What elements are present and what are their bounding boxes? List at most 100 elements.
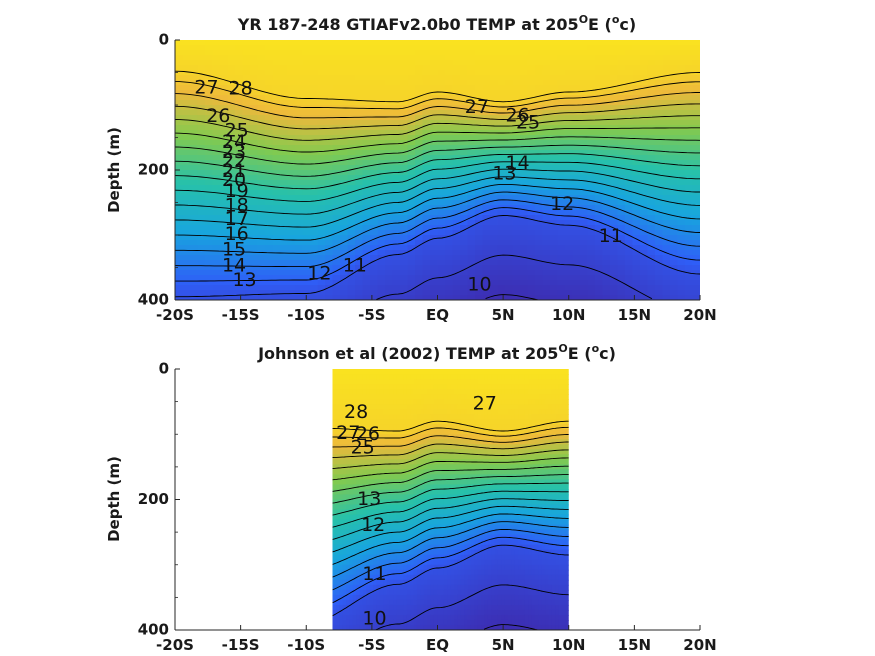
field-cell	[205, 205, 214, 211]
field-cell	[325, 110, 334, 116]
field-cell	[362, 454, 368, 461]
contour-label: 12	[307, 263, 331, 285]
field-cell	[352, 469, 357, 476]
field-cell	[317, 250, 326, 256]
field-cell	[670, 70, 679, 76]
field-cell	[362, 429, 368, 436]
field-cell	[317, 285, 326, 291]
field-cell	[302, 110, 311, 116]
field-cell	[335, 449, 341, 456]
field-cell	[175, 70, 184, 76]
field-cell	[557, 65, 566, 71]
field-cell	[542, 125, 551, 131]
field-cell	[227, 155, 236, 161]
field-cell	[557, 165, 566, 171]
field-cell	[376, 534, 381, 541]
field-cell	[512, 165, 521, 171]
y-axis-label-top: Depth (m)	[105, 127, 123, 213]
field-cell	[377, 135, 386, 141]
field-cell	[370, 85, 379, 91]
field-cell	[490, 280, 499, 286]
field-cell	[415, 200, 424, 206]
field-cell	[379, 424, 384, 431]
field-cell	[205, 40, 214, 46]
field-cell	[557, 285, 566, 291]
field-cell	[212, 130, 221, 136]
field-cell	[452, 215, 461, 221]
field-cell	[257, 265, 266, 271]
field-cell	[406, 384, 411, 390]
field-cell	[565, 105, 574, 111]
field-cell	[355, 135, 364, 141]
field-cell	[647, 250, 656, 256]
field-cell	[557, 40, 566, 46]
field-cell	[520, 100, 529, 106]
field-cell	[587, 250, 596, 256]
field-cell	[362, 295, 371, 300]
field-cell	[572, 180, 581, 186]
field-cell	[346, 469, 351, 476]
field-cell	[475, 170, 484, 176]
field-cell	[557, 205, 566, 211]
field-cell	[347, 75, 356, 81]
field-cell	[587, 240, 596, 246]
field-cell	[332, 235, 341, 241]
field-cell	[376, 559, 381, 566]
field-cell	[175, 80, 184, 86]
field-cell	[490, 245, 499, 251]
field-cell	[655, 50, 664, 56]
field-cell	[677, 180, 686, 186]
field-cell	[647, 240, 656, 246]
field-cell	[370, 105, 379, 111]
field-cell	[505, 75, 514, 81]
field-cell	[332, 469, 337, 476]
field-cell	[339, 499, 344, 506]
field-cell	[355, 145, 364, 151]
field-cell	[205, 200, 214, 206]
field-cell	[250, 295, 259, 300]
field-cell	[396, 469, 401, 476]
field-cell	[175, 235, 184, 241]
field-cell	[340, 75, 349, 81]
field-cell	[302, 200, 311, 206]
field-cell	[342, 614, 347, 621]
field-cell	[396, 414, 401, 420]
field-cell	[662, 115, 671, 121]
field-cell	[490, 260, 499, 266]
field-cell	[287, 180, 296, 186]
field-cell	[490, 125, 499, 131]
field-cell	[625, 95, 634, 101]
field-cell	[220, 245, 229, 251]
field-cell	[400, 125, 409, 131]
field-cell	[505, 235, 514, 241]
field-cell	[565, 290, 574, 296]
field-cell	[383, 544, 388, 551]
field-cell	[393, 594, 398, 601]
field-cell	[393, 609, 398, 616]
field-cell	[370, 185, 379, 191]
field-cell	[335, 504, 341, 511]
field-cell	[377, 215, 386, 221]
field-cell	[396, 589, 401, 596]
field-cell	[580, 170, 589, 176]
field-cell	[335, 544, 341, 551]
field-cell	[377, 165, 386, 171]
field-cell	[512, 100, 521, 106]
field-cell	[542, 60, 551, 66]
field-cell	[366, 534, 371, 541]
field-cell	[366, 444, 371, 451]
field-cell	[572, 280, 581, 286]
field-cell	[302, 225, 311, 231]
field-cell	[415, 135, 424, 141]
field-cell	[512, 60, 521, 66]
field-cell	[535, 175, 544, 181]
field-cell	[677, 275, 686, 281]
field-cell	[373, 599, 378, 606]
field-cell	[355, 235, 364, 241]
field-cell	[362, 245, 371, 251]
field-cell	[340, 210, 349, 216]
field-cell	[422, 85, 431, 91]
field-cell	[482, 155, 491, 161]
field-cell	[475, 210, 484, 216]
field-cell	[362, 444, 368, 451]
